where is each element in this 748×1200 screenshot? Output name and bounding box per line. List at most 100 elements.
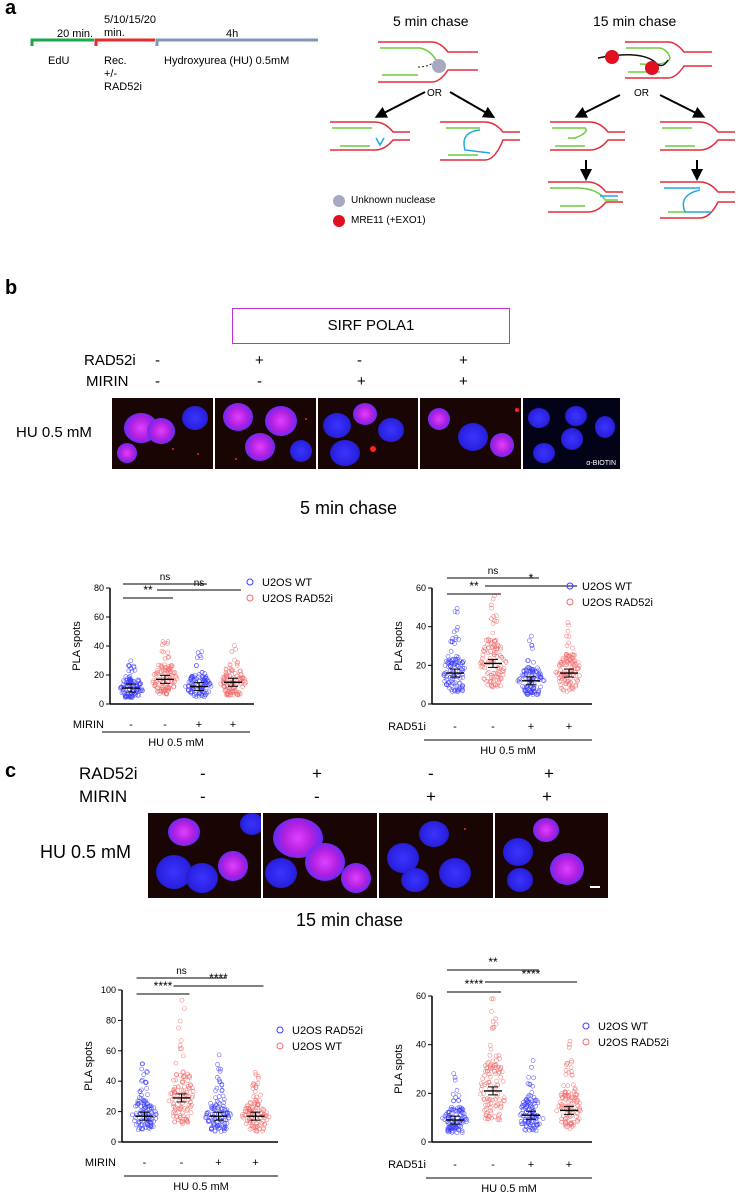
data-point — [229, 649, 235, 654]
data-point — [526, 658, 531, 663]
data-point — [451, 661, 457, 667]
data-point — [247, 1127, 253, 1132]
data-point — [569, 1072, 575, 1078]
data-point — [446, 657, 452, 663]
data-point — [216, 1126, 221, 1131]
data-point — [449, 689, 455, 694]
data-point — [575, 1117, 580, 1123]
data-point — [253, 1098, 259, 1103]
data-point — [565, 620, 571, 625]
data-point — [530, 1104, 535, 1110]
data-point — [215, 1062, 220, 1067]
data-point — [172, 1085, 178, 1090]
data-point — [485, 650, 491, 656]
data-point — [171, 1087, 176, 1093]
data-point — [188, 1099, 193, 1105]
data-point — [558, 678, 564, 684]
data-point — [527, 638, 532, 643]
data-point — [165, 639, 171, 644]
data-point — [564, 689, 570, 694]
data-point — [163, 668, 168, 673]
data-point — [530, 1125, 535, 1131]
data-point — [194, 655, 200, 660]
data-point — [481, 1091, 486, 1096]
data-point — [453, 1112, 459, 1118]
data-point — [182, 1105, 188, 1111]
hu-label: HU 0.5 mM — [148, 737, 204, 748]
data-point — [199, 649, 205, 654]
data-point — [497, 1067, 503, 1072]
data-point — [572, 658, 578, 663]
data-point — [529, 1099, 535, 1105]
data-point — [147, 1117, 153, 1122]
data-point — [488, 1110, 494, 1116]
data-point — [492, 646, 498, 651]
data-point — [188, 690, 194, 696]
unknown-nuclease-icon — [432, 59, 446, 73]
data-point — [490, 1019, 496, 1024]
unknown-nuclease-legend-icon — [333, 195, 345, 207]
chase5-title: 5 min chase — [393, 13, 469, 29]
data-point — [497, 1097, 502, 1103]
data-point — [451, 1098, 456, 1104]
data-point — [202, 671, 208, 676]
data-point — [520, 1102, 525, 1108]
data-point — [253, 1084, 259, 1090]
data-point — [519, 1111, 524, 1116]
data-point — [530, 667, 536, 672]
data-point — [199, 669, 205, 675]
data-point — [554, 1108, 560, 1114]
treatment-sign: - — [491, 721, 495, 733]
rec-label-1: Rec. — [104, 55, 127, 67]
data-point — [455, 655, 461, 660]
data-point — [497, 666, 503, 671]
data-point — [501, 668, 506, 674]
data-point — [573, 683, 579, 689]
data-point — [525, 691, 531, 697]
data-point — [170, 1096, 175, 1102]
data-point — [186, 1102, 192, 1108]
data-point — [569, 1121, 574, 1127]
data-point — [493, 1021, 499, 1027]
data-point — [448, 649, 454, 654]
data-point — [143, 1100, 148, 1105]
treatment-sign: - — [453, 1159, 457, 1171]
data-point — [480, 652, 486, 658]
data-point — [135, 1098, 141, 1104]
data-point — [494, 1058, 499, 1063]
data-point — [202, 678, 208, 684]
y-tick-label: 40 — [416, 622, 426, 632]
data-point — [453, 1095, 458, 1100]
c-row1-label: RAD52i — [79, 764, 138, 783]
data-point — [133, 1122, 139, 1128]
data-point — [490, 1058, 496, 1064]
micrograph-c2 — [263, 813, 377, 898]
data-point — [535, 671, 541, 677]
data-point — [575, 678, 580, 684]
data-point — [253, 1128, 258, 1134]
data-point — [155, 689, 160, 694]
data-point — [188, 1082, 193, 1088]
c-hu-label: HU 0.5 mM — [40, 842, 132, 862]
data-point — [141, 1098, 147, 1104]
data-point — [450, 657, 455, 662]
data-point — [572, 1087, 578, 1092]
data-point — [235, 692, 241, 697]
data-point — [132, 1118, 137, 1123]
b-sign: + — [357, 373, 366, 390]
data-point — [531, 659, 536, 665]
data-point — [219, 1082, 225, 1088]
data-point — [204, 690, 210, 696]
b-row2-label: MIRIN — [86, 373, 129, 390]
data-point — [248, 1100, 254, 1106]
data-point — [480, 664, 485, 669]
data-point — [493, 613, 499, 619]
data-point — [494, 654, 500, 659]
data-point — [134, 1111, 139, 1116]
data-point — [144, 1086, 149, 1091]
data-point — [228, 690, 233, 696]
data-point — [190, 1088, 196, 1094]
data-point — [129, 668, 135, 674]
micrograph-b4 — [420, 398, 521, 469]
